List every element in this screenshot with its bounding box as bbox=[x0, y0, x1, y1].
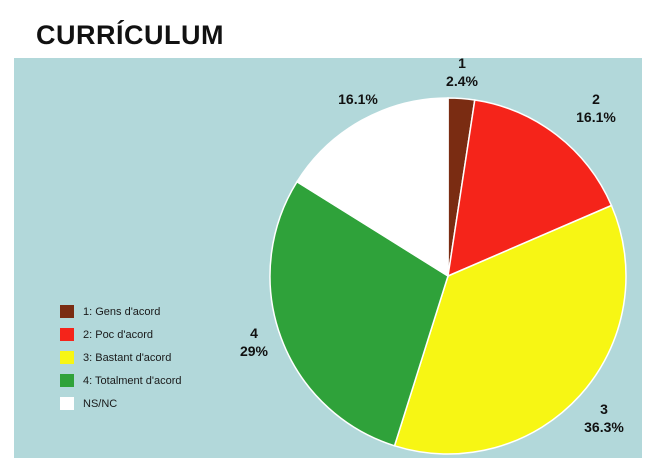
title-band bbox=[14, 6, 642, 58]
legend: 1: Gens d'acord 2: Poc d'acord 3: Bastan… bbox=[60, 300, 182, 415]
slice-value-label: 36.3% bbox=[584, 419, 624, 435]
slice-value-label: 2.4% bbox=[446, 73, 478, 89]
slice-value-label: 16.1% bbox=[338, 91, 378, 107]
legend-item: NS/NC bbox=[60, 392, 182, 415]
legend-swatch bbox=[60, 351, 74, 364]
legend-item: 2: Poc d'acord bbox=[60, 323, 182, 346]
pie-slice-2 bbox=[447, 99, 613, 278]
slice-value-label: 16.1% bbox=[576, 109, 616, 125]
legend-swatch bbox=[60, 374, 74, 387]
legend-item: 3: Bastant d'acord bbox=[60, 346, 182, 369]
legend-label: 4: Totalment d'acord bbox=[83, 374, 182, 387]
legend-label: 2: Poc d'acord bbox=[83, 328, 153, 341]
slice-category-label: 4 bbox=[250, 325, 258, 341]
legend-item: 4: Totalment d'acord bbox=[60, 369, 182, 392]
legend-label: 3: Bastant d'acord bbox=[83, 351, 172, 364]
chart-title: CURRÍCULUM bbox=[36, 20, 224, 50]
slice-category-label: 2 bbox=[592, 91, 600, 107]
legend-swatch bbox=[60, 305, 74, 318]
slice-category-label: 3 bbox=[600, 401, 608, 417]
legend-swatch bbox=[60, 397, 74, 410]
legend-label: 1: Gens d'acord bbox=[83, 305, 161, 318]
pie-chart: 1 2.4% 2 16.1% 3 36.3% 4 29% 16.1% bbox=[240, 55, 627, 455]
chart-card: CURRÍCULUM 1: Gens d'acord 2: Poc d'acor… bbox=[14, 6, 642, 458]
pie-slice-3 bbox=[393, 204, 627, 455]
pie-slice-4 bbox=[269, 180, 449, 447]
legend-item: 1: Gens d'acord bbox=[60, 300, 182, 323]
legend-swatch bbox=[60, 328, 74, 341]
slice-value-label: 29% bbox=[240, 343, 269, 359]
slice-category-label: 1 bbox=[458, 55, 466, 71]
legend-label: NS/NC bbox=[83, 397, 118, 410]
pie-slice-5 bbox=[295, 97, 449, 278]
